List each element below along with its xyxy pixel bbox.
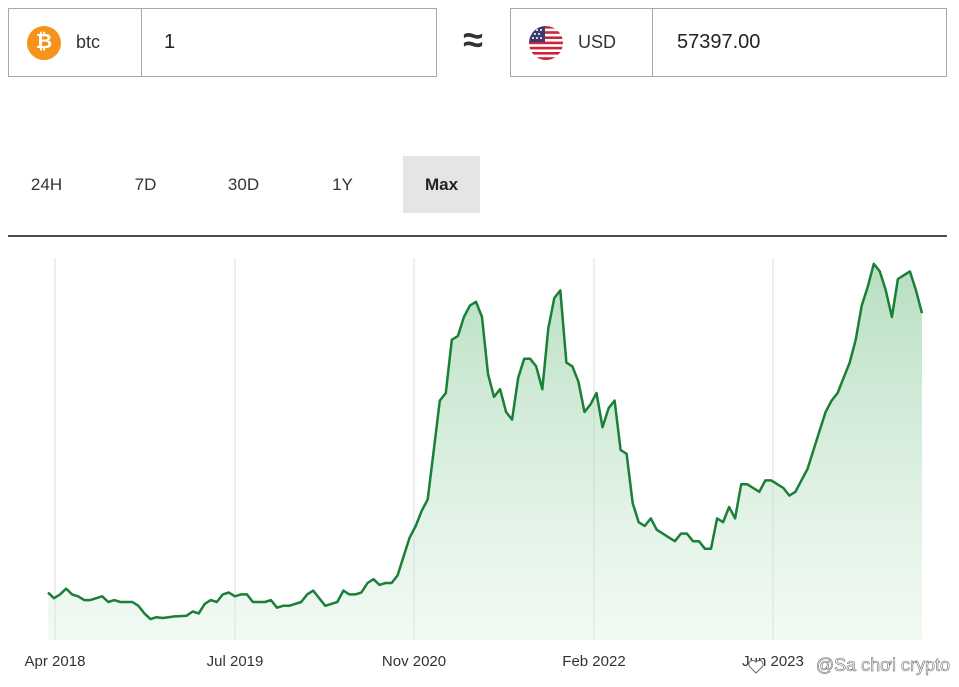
x-axis-tick-label: Apr 2018 [25,653,86,670]
heart-watermark-icon [748,660,764,674]
x-axis-tick-label: Feb 2022 [562,653,625,670]
tab-30d[interactable]: 30D [227,174,260,194]
tab-1y[interactable]: 1Y [332,174,353,194]
chart-divider [8,235,947,237]
from-amount-input[interactable]: 1 [142,9,175,76]
watermark-text: @Sa chơi crypto [816,655,950,675]
chart-area-fill [48,263,922,640]
from-currency-box: ₿ btc 1 [8,8,437,77]
us-flag-icon [529,25,563,60]
from-currency-selector[interactable]: ₿ btc [9,9,142,76]
to-currency-code: USD [578,32,617,52]
price-chart[interactable]: Apr 2018 Jul 2019 Nov 2020 Feb 2022 Jun 2023… [0,240,959,687]
to-currency-selector[interactable]: USD [511,9,653,76]
tab-7d[interactable]: 7D [134,174,157,194]
from-currency-code: btc [76,32,101,52]
approx-equal-sign: ≈ [463,19,483,60]
tab-max[interactable]: Max [403,156,480,213]
chart-price-line [47,262,924,621]
to-currency-box: USD 57397.00 [510,8,947,77]
bitcoin-icon: ₿ [27,25,61,60]
to-amount-value: 57397.00 [677,31,761,53]
x-axis-tick-label: Jul 2019 [207,653,264,670]
x-axis-tick-label: Nov 2020 [382,653,446,670]
tab-24h[interactable]: 24H [30,174,63,194]
from-amount-value: 1 [164,31,176,53]
to-amount-input[interactable]: 57397.00 [653,9,760,76]
